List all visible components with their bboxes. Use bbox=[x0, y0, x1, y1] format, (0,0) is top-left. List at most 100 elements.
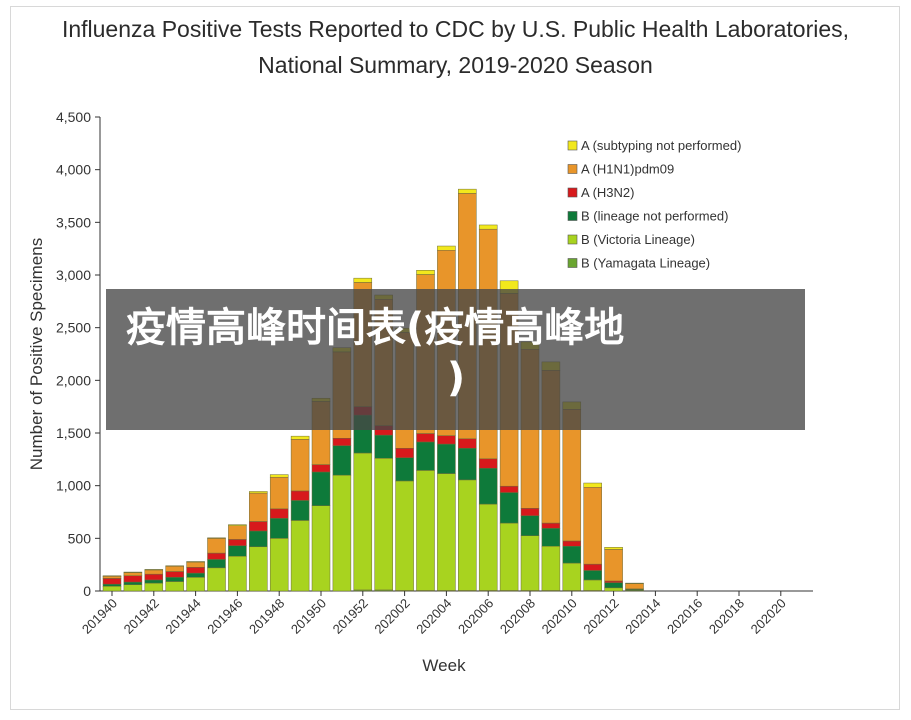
x-axis-label: Week bbox=[422, 656, 466, 675]
bar-segment-202005-a-h3n2- bbox=[458, 438, 477, 449]
y-tick-label: 4,000 bbox=[56, 162, 91, 178]
bar-segment-202008-a-h3n2- bbox=[520, 508, 540, 516]
legend-label: B (lineage not performed) bbox=[581, 209, 728, 224]
overlay-caption: 疫情高峰时间表(疫情高峰地 ) bbox=[126, 303, 746, 403]
x-tick-label: 201952 bbox=[330, 596, 371, 637]
x-tick-label: 202008 bbox=[497, 596, 538, 637]
bar-segment-201945-a-h3n2- bbox=[207, 552, 226, 560]
bar-segment-201946-b-victoria-lineage- bbox=[228, 555, 247, 592]
bar-segment-202010-a-h3n2- bbox=[562, 540, 582, 547]
bar-segment-202010-b-victoria-lineage- bbox=[562, 562, 582, 591]
bar-segment-202003-b-lineage-not-performed- bbox=[416, 441, 435, 471]
bar-segment-201950-b-victoria-lineage- bbox=[311, 505, 331, 592]
bar-segment-201941-a-subtyping-not-performed- bbox=[123, 571, 143, 573]
bar-segment-201948-b-victoria-lineage- bbox=[269, 538, 289, 592]
x-tick-label: 202010 bbox=[539, 596, 580, 637]
bar-segment-202005-b-victoria-lineage- bbox=[458, 479, 477, 591]
bar-segment-201950-b-lineage-not-performed- bbox=[311, 471, 331, 506]
bar-segment-201946-a-h1n1-pdm09 bbox=[228, 525, 247, 540]
bar-segment-201948-a-h3n2- bbox=[269, 508, 289, 519]
bar-segment-202006-a-subtyping-not-performed- bbox=[478, 224, 498, 230]
x-tick-label: 201950 bbox=[288, 596, 329, 637]
bar-segment-202011-b-victoria-lineage- bbox=[583, 579, 602, 591]
bar-segment-201941-a-h3n2- bbox=[123, 575, 143, 583]
legend-swatch bbox=[567, 258, 578, 268]
y-tick-label: 500 bbox=[68, 530, 92, 546]
bar-segment-202009-a-h3n2- bbox=[541, 522, 561, 529]
bar-segment-201945-a-h1n1-pdm09 bbox=[207, 538, 226, 554]
bar-segment-202011-a-subtyping-not-performed- bbox=[583, 482, 602, 488]
bar-segment-201949-a-subtyping-not-performed- bbox=[290, 435, 310, 440]
bar-segment-201940-a-subtyping-not-performed- bbox=[102, 575, 122, 577]
bar-segment-202012-b-victoria-lineage- bbox=[604, 587, 623, 592]
x-tick-label: 201948 bbox=[246, 596, 287, 637]
bar-segment-201941-a-h1n1-pdm09 bbox=[123, 572, 143, 576]
bar-segment-202006-b-victoria-lineage- bbox=[478, 503, 498, 591]
bar-segment-201944-a-h1n1-pdm09 bbox=[186, 561, 205, 568]
bar-segment-201942-a-h3n2- bbox=[144, 573, 164, 581]
legend-swatch bbox=[567, 234, 578, 245]
bar-segment-202004-b-victoria-lineage- bbox=[437, 473, 456, 591]
x-tick-label: 202006 bbox=[455, 596, 496, 637]
y-axis-label: Number of Positive Specimens bbox=[27, 238, 46, 470]
bar-segment-202002-b-lineage-not-performed- bbox=[395, 457, 414, 482]
bar-segment-202006-a-h3n2- bbox=[478, 458, 498, 469]
x-tick-label: 202012 bbox=[580, 596, 621, 637]
bar-segment-202001-b-victoria-lineage- bbox=[374, 458, 393, 591]
legend-label: A (H3N2) bbox=[581, 185, 634, 200]
legend-label: B (Victoria Lineage) bbox=[581, 232, 695, 247]
bar-segment-201948-a-subtyping-not-performed- bbox=[269, 474, 289, 478]
legend-label: A (subtyping not performed) bbox=[581, 138, 741, 153]
bar-segment-202003-a-h3n2- bbox=[416, 433, 435, 443]
bar-segment-201947-b-lineage-not-performed- bbox=[249, 530, 268, 548]
x-tick-label: 202002 bbox=[371, 596, 412, 637]
bar-segment-201946-a-subtyping-not-performed- bbox=[228, 524, 247, 526]
bar-segment-201942-a-subtyping-not-performed- bbox=[144, 569, 164, 571]
legend-swatch bbox=[567, 187, 578, 198]
y-tick-label: 2,500 bbox=[56, 320, 91, 336]
bar-segment-202013-a-h1n1-pdm09 bbox=[625, 583, 644, 590]
bar-segment-201942-b-lineage-not-performed- bbox=[144, 579, 164, 584]
x-tick-label: 201944 bbox=[162, 596, 203, 637]
x-tick-label: 201946 bbox=[204, 596, 245, 637]
legend-label: A (H1N1)pdm09 bbox=[581, 162, 674, 177]
x-tick-label: 202018 bbox=[706, 596, 747, 637]
bar-segment-202011-a-h3n2- bbox=[583, 563, 602, 571]
bar-segment-202007-b-victoria-lineage- bbox=[499, 522, 519, 591]
x-tick-label: 201940 bbox=[79, 596, 120, 637]
y-tick-label: 3,000 bbox=[56, 267, 91, 283]
y-tick-label: 4,500 bbox=[56, 109, 91, 125]
bar-segment-202008-b-victoria-lineage- bbox=[520, 535, 540, 591]
bar-segment-201950-a-h3n2- bbox=[311, 464, 331, 473]
bar-segment-201948-a-h1n1-pdm09 bbox=[269, 476, 289, 510]
overlay-line-1: 疫情高峰时间表(疫情高峰地 bbox=[126, 305, 625, 351]
bar-segment-201949-b-victoria-lineage- bbox=[290, 520, 310, 592]
bar-segment-201940-a-h3n2- bbox=[102, 578, 122, 585]
bar-segment-202012-a-h1n1-pdm09 bbox=[604, 549, 623, 582]
bar-segment-201943-b-lineage-not-performed- bbox=[165, 577, 184, 582]
bar-segment-201941-b-lineage-not-performed- bbox=[123, 581, 143, 585]
bar-segment-202012-a-subtyping-not-performed- bbox=[604, 547, 623, 550]
y-tick-label: 2,000 bbox=[56, 372, 91, 388]
bar-segment-202007-a-h3n2- bbox=[499, 485, 519, 493]
bar-segment-201949-a-h1n1-pdm09 bbox=[290, 439, 310, 492]
legend-swatch bbox=[567, 164, 578, 174]
bar-segment-201940-b-lineage-not-performed- bbox=[102, 583, 122, 587]
bar-segment-201949-a-h3n2- bbox=[290, 490, 310, 501]
bar-segment-201944-a-subtyping-not-performed- bbox=[186, 561, 205, 563]
bar-segment-202002-a-h3n2- bbox=[395, 448, 414, 459]
legend-swatch bbox=[567, 140, 578, 151]
bar-segment-202004-a-h3n2- bbox=[437, 435, 456, 445]
bar-segment-201944-b-victoria-lineage- bbox=[186, 577, 205, 592]
y-tick-label: 3,500 bbox=[56, 214, 91, 230]
bar-segment-201947-a-subtyping-not-performed- bbox=[249, 491, 268, 494]
bar-segment-202005-b-lineage-not-performed- bbox=[458, 448, 477, 481]
bar-segment-202007-b-lineage-not-performed- bbox=[499, 492, 519, 524]
bar-segment-202003-b-victoria-lineage- bbox=[416, 470, 435, 591]
bar-segment-201945-b-lineage-not-performed- bbox=[207, 559, 226, 569]
legend-label: B (Yamagata Lineage) bbox=[581, 256, 710, 271]
x-tick-label: 202016 bbox=[664, 596, 705, 637]
bar-segment-202011-a-h1n1-pdm09 bbox=[583, 486, 602, 565]
bar-segment-201940-a-h1n1-pdm09 bbox=[102, 576, 122, 579]
